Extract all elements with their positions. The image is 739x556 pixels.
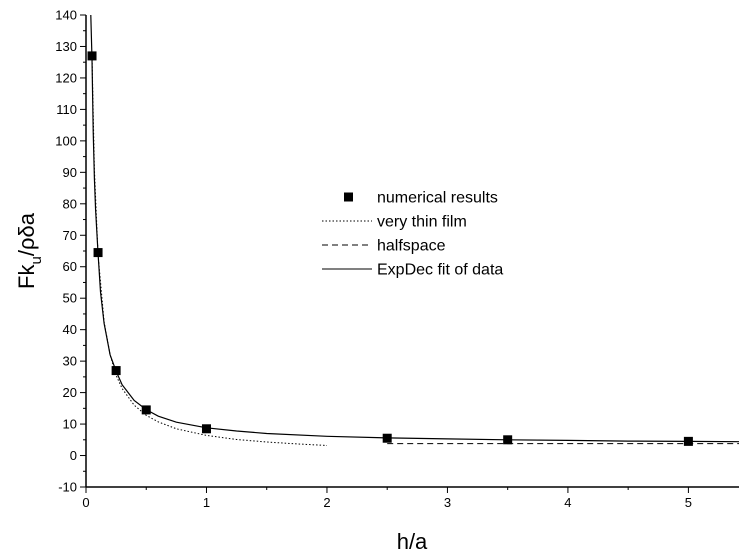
- y-tick-label: 100: [55, 133, 77, 148]
- x-tick-label: 5: [685, 495, 692, 510]
- legend-label: halfspace: [377, 238, 446, 255]
- series-layer: [87, 15, 739, 446]
- y-tick-label: 20: [63, 385, 77, 400]
- y-tick-label: 90: [63, 165, 77, 180]
- x-tick-label: 0: [82, 495, 89, 510]
- y-tick-label: 0: [70, 448, 77, 463]
- x-tick-label: 1: [203, 495, 210, 510]
- y-axis-title-base: Fk: [14, 264, 39, 289]
- legend-label: numerical results: [377, 190, 498, 207]
- x-tick-label: 3: [444, 495, 451, 510]
- y-tick-label: 110: [56, 102, 77, 117]
- x-tick-label: 2: [323, 495, 330, 510]
- legend-swatch: [344, 192, 353, 202]
- y-tick-label: -10: [58, 480, 77, 495]
- y-axis-title: Fku/ρδa: [14, 212, 45, 289]
- y-tick-label: 30: [63, 354, 77, 369]
- series-line-solid: [90, 15, 739, 443]
- legend: numerical results very thin film halfspace…: [322, 190, 503, 279]
- y-axis-title-sub: u: [28, 256, 45, 264]
- legend-label: ExpDec fit of data: [377, 262, 503, 279]
- y-tick-label: 80: [63, 196, 77, 211]
- y-axis-title-rest: /ρδa: [14, 212, 39, 256]
- y-tick-label: 60: [63, 259, 77, 274]
- data-point: [201, 424, 211, 434]
- ticks: 0 1 2 3 4 5 -10 0 10 20 30 40 50 60 70 80 90 100 110 120 130…: [55, 8, 692, 511]
- y-tick-label: 40: [63, 322, 77, 337]
- y-tick-label: 130: [55, 39, 77, 54]
- legend-label: very thin film: [377, 214, 467, 231]
- y-tick-label: 70: [63, 228, 77, 243]
- x-tick-label: 4: [564, 495, 571, 510]
- y-tick-label: 140: [55, 8, 77, 23]
- y-tick-label: 120: [55, 70, 77, 85]
- x-axis-title: h/a: [397, 529, 428, 554]
- series-line-dotted: [91, 55, 328, 446]
- y-tick-label: 50: [63, 291, 77, 306]
- y-tick-label: 10: [63, 417, 77, 432]
